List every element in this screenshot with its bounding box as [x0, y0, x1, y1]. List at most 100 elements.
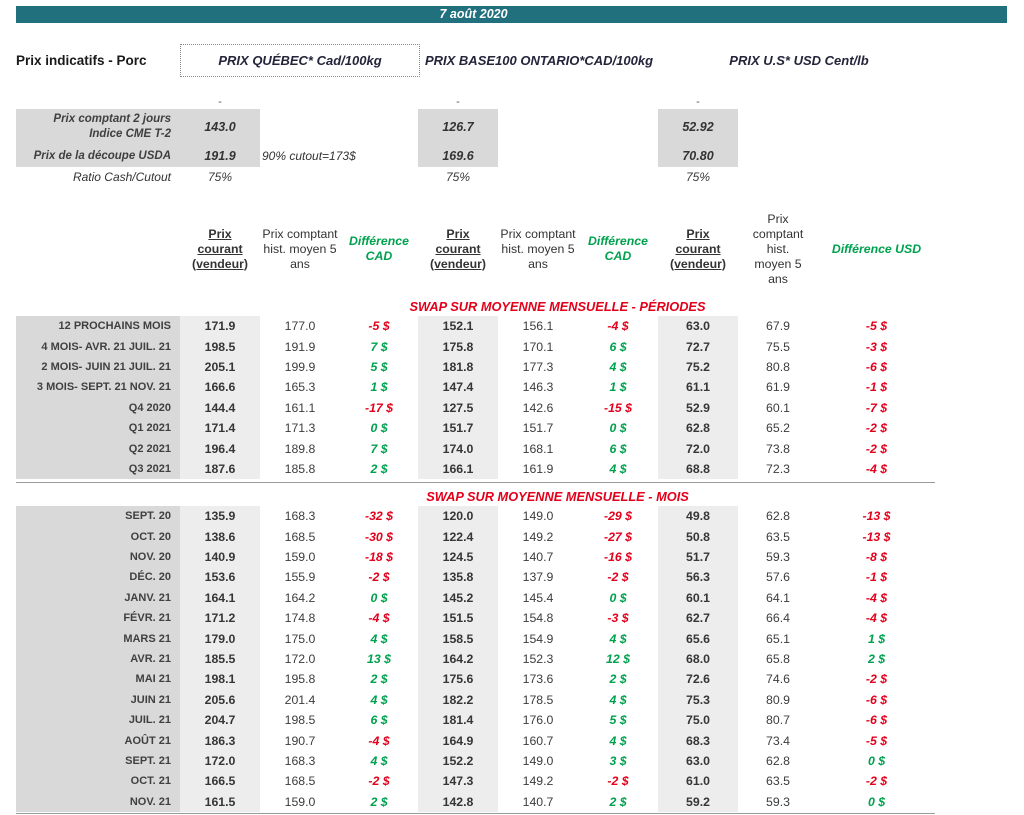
prix-courant-cell: 144.4 [180, 397, 260, 418]
hist-moyen-cell: 72.3 [766, 461, 790, 476]
prix-courant-cell: 204.7 [180, 710, 260, 731]
prix-courant-cell: 151.7 [418, 417, 498, 439]
row-label: Q3 2021 [16, 458, 180, 480]
prix-courant-cell: 120.0 [418, 506, 498, 527]
hist-moyen-cell: 142.6 [522, 400, 554, 415]
prix-courant-cell: 124.5 [418, 546, 498, 568]
hist-moyen-cell: 168.3 [284, 754, 316, 768]
prix-courant-cell: 182.2 [418, 689, 498, 711]
difference-cell: -8 $ [865, 550, 888, 565]
hist-moyen-cell: 73.4 [766, 733, 790, 748]
prix-courant-cell: 142.8 [418, 791, 498, 812]
difference-cell: -2 $ [607, 774, 629, 789]
hist-moyen-cell: 65.1 [766, 631, 790, 646]
prix-courant-cell: 60.1 [658, 587, 738, 609]
prix-courant-cell: 166.5 [180, 771, 260, 792]
prix-courant-cell: 196.4 [180, 438, 260, 459]
difference-cell: -13 $ [862, 529, 891, 544]
prix-courant-cell: 51.7 [658, 546, 738, 568]
prix-courant-cell: 198.1 [180, 669, 260, 690]
difference-cell: 2 $ [370, 794, 388, 809]
hist-moyen-cell: 165.3 [284, 380, 316, 395]
hist-moyen-cell: 201.4 [284, 692, 316, 707]
summary-label-cme-line1: Prix comptant 2 jours [53, 113, 171, 126]
hist-moyen-cell: 177.0 [284, 319, 316, 334]
difference-cell: -15 $ [603, 400, 633, 415]
difference-cell: -4 $ [865, 590, 888, 605]
prix-courant-cell: 59.2 [658, 791, 738, 812]
hist-moyen-cell: 159.0 [284, 794, 316, 809]
usda-us-value: 70.80 [658, 145, 738, 167]
price-sheet: - - - Prix comptant 2 jours Indice CME T… [16, 95, 935, 815]
header-quebec-difference-cad: Différence CAD [340, 201, 418, 297]
difference-cell: 2 $ [370, 672, 388, 687]
row-label: DÉC. 20 [16, 567, 180, 588]
prix-courant-cell: 140.9 [180, 546, 260, 568]
difference-cell: -27 $ [603, 529, 633, 544]
hist-moyen-cell: 176.0 [522, 713, 554, 728]
difference-cell: -18 $ [364, 550, 394, 565]
prix-courant-cell: 62.7 [658, 608, 738, 629]
hist-moyen-cell: 199.9 [284, 359, 316, 374]
difference-cell: 0 $ [867, 794, 886, 809]
row-label: SEPT. 21 [16, 750, 180, 772]
difference-cell: -29 $ [603, 509, 633, 524]
prix-courant-cell: 181.8 [418, 356, 498, 378]
difference-cell: 2 $ [609, 794, 627, 809]
row-label: AOÛT 21 [16, 730, 180, 751]
difference-cell: -2 $ [607, 570, 629, 585]
difference-cell: -4 $ [368, 733, 390, 748]
prix-courant-cell: 56.3 [658, 567, 738, 588]
row-label: 3 MOIS- SEPT. 21 NOV. 21 [16, 377, 180, 398]
difference-cell: 0 $ [609, 590, 627, 605]
difference-cell: -6 $ [865, 713, 888, 728]
hist-moyen-cell: 168.5 [284, 529, 316, 544]
difference-cell: -1 $ [865, 570, 888, 585]
hist-moyen-cell: 190.7 [284, 733, 316, 748]
prix-courant-cell: 72.0 [658, 438, 738, 459]
section-title: SWAP SUR MOYENNE MENSUELLE - PÉRIODES [409, 299, 706, 314]
prix-courant-cell: 122.4 [418, 526, 498, 547]
hist-moyen-cell: 174.8 [284, 611, 316, 626]
summary-label-cme: Prix comptant 2 jours Indice CME T-2 [16, 109, 180, 145]
prix-courant-cell: 68.3 [658, 730, 738, 751]
difference-cell: -3 $ [607, 611, 629, 626]
hist-moyen-cell: 164.2 [284, 590, 316, 605]
header-text: Différence CAD [349, 234, 409, 263]
row-label: MAI 21 [16, 669, 180, 690]
hist-moyen-cell: 63.5 [766, 529, 790, 544]
row-label: NOV. 21 [16, 791, 180, 812]
difference-cell: 6 $ [370, 713, 388, 728]
prix-courant-cell: 49.8 [658, 506, 738, 527]
row-label: NOV. 20 [16, 546, 180, 568]
header-text: Prix courant (vendeur) [669, 226, 727, 271]
difference-cell: 4 $ [370, 692, 388, 707]
hist-moyen-cell: 170.1 [522, 339, 554, 354]
spacer [16, 187, 935, 201]
hist-moyen-cell: 198.5 [284, 713, 316, 728]
placeholder-dash-quebec: - [218, 96, 222, 108]
prix-courant-cell: 68.8 [658, 458, 738, 480]
ratio-us-value: 75% [685, 170, 711, 184]
hist-moyen-cell: 63.5 [766, 774, 790, 789]
header-us-prix-courant: Prix courant (vendeur) [658, 201, 738, 297]
prix-courant-cell: 152.1 [418, 316, 498, 337]
prix-courant-cell: 171.9 [180, 316, 260, 337]
hist-moyen-cell: 177.3 [522, 359, 554, 374]
difference-cell: 3 $ [609, 754, 627, 768]
hist-moyen-cell: 189.8 [284, 441, 316, 456]
difference-cell: 4 $ [609, 631, 627, 646]
difference-cell: -2 $ [368, 570, 390, 585]
ratio-quebec-value: 75% [207, 170, 233, 184]
header-us-prix-comptant: Prix comptant hist. moyen 5 ans [738, 201, 818, 297]
difference-cell: -4 $ [865, 461, 888, 476]
prix-courant-cell: 61.1 [658, 377, 738, 398]
header-ontario-prix-comptant: Prix comptant hist. moyen 5 ans [498, 201, 578, 297]
prix-courant-cell: 171.2 [180, 608, 260, 629]
hist-moyen-cell: 161.1 [284, 400, 316, 415]
hist-moyen-cell: 62.8 [766, 509, 790, 524]
difference-cell: -7 $ [865, 400, 888, 415]
hist-moyen-cell: 178.5 [522, 692, 554, 707]
page-title: Prix indicatifs - Porc [16, 53, 147, 68]
hist-moyen-cell: 61.9 [766, 380, 790, 395]
